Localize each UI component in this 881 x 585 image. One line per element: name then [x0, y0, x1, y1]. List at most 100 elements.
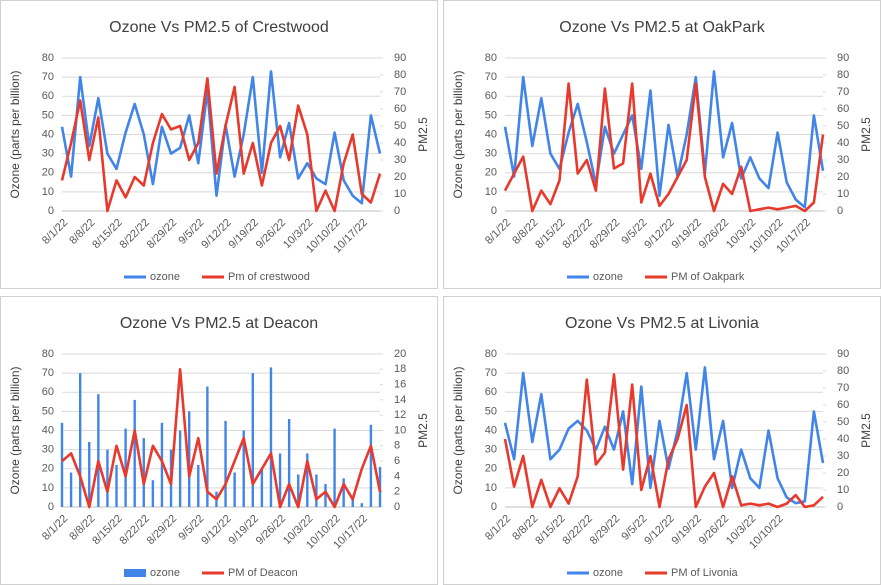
y-axis-title: Ozone (parts per billion) — [451, 70, 465, 198]
y-tick-label: 80 — [42, 52, 54, 64]
legend-label: ozone — [593, 567, 623, 579]
y2-tick-label: 80 — [837, 69, 849, 81]
y-tick-label: 70 — [42, 71, 54, 83]
legend-label: PM of Deacon — [228, 567, 298, 579]
y2-tick-label: 50 — [394, 120, 406, 132]
y2-tick-label: 70 — [837, 382, 849, 394]
y-axis-title: Ozone (parts per billion) — [8, 70, 22, 198]
y2-tick-label: 10 — [837, 188, 849, 200]
y2-tick-label: 30 — [837, 154, 849, 166]
chart-title: Ozone Vs PM2.5 at OakPark — [559, 19, 765, 36]
y2-tick-label: 20 — [394, 171, 406, 183]
bar — [69, 472, 73, 507]
chart-panel: Ozone Vs PM2.5 at Livonia 0 10 20 30 40 50 60 70… — [443, 296, 881, 585]
y2-tick-label: 60 — [394, 103, 406, 115]
bar — [124, 428, 127, 507]
panel-border — [0, 296, 438, 585]
bar — [369, 424, 373, 507]
series-line — [60, 77, 382, 213]
bar — [60, 422, 64, 507]
y-tick-label: 60 — [485, 386, 497, 398]
y-tick-label: 40 — [485, 128, 497, 140]
y-tick-label: 0 — [491, 205, 497, 217]
series-line — [503, 70, 825, 209]
bar — [333, 428, 336, 507]
y2-tick-label: 0 — [837, 501, 843, 513]
y-tick-label: 10 — [485, 482, 497, 494]
legend-label: PM of Oakpark — [671, 271, 745, 283]
y2-tick-label: 80 — [394, 69, 406, 81]
y-tick-label: 50 — [42, 109, 54, 121]
y-tick-label: 60 — [42, 386, 54, 398]
bar — [251, 373, 254, 507]
y2-tick-label: 70 — [394, 86, 406, 98]
y2-tick-label: 50 — [837, 416, 849, 428]
y2-tick-label: 10 — [394, 188, 406, 200]
y-axis-title: Ozone (parts per billion) — [451, 366, 465, 494]
bar — [97, 394, 100, 507]
y-tick-label: 80 — [42, 348, 54, 360]
y-tick-label: 50 — [485, 109, 497, 121]
y-tick-label: 10 — [485, 186, 497, 198]
y2-tick-label: 30 — [837, 450, 849, 462]
y2-tick-label: 0 — [394, 501, 400, 513]
y-tick-label: 10 — [42, 482, 54, 494]
y2-tick-label: 16 — [394, 379, 406, 391]
chart-title: Ozone Vs PM2.5 at Livonia — [565, 315, 759, 332]
y2-tick-label: 40 — [394, 137, 406, 149]
bar — [197, 464, 200, 507]
y2-tick-label: 6 — [394, 455, 400, 467]
legend-label: PM of Livonia — [671, 567, 739, 579]
y2-tick-label: 2 — [394, 486, 400, 498]
y-tick-label: 20 — [42, 167, 54, 179]
chart-panel: Ozone Vs PM2.5 of Crestwood 0 10 20 30 40 50 60… — [0, 0, 438, 289]
bar — [278, 453, 282, 507]
y2-tick-label: 50 — [837, 120, 849, 132]
y-tick-label: 50 — [42, 405, 54, 417]
y-tick-label: 30 — [42, 148, 54, 160]
y2-tick-label: 0 — [837, 205, 843, 217]
bar — [224, 420, 227, 507]
y-tick-label: 20 — [485, 167, 497, 179]
chart-panel: Ozone Vs PM2.5 at Deacon0102030405060708… — [0, 296, 438, 585]
bar — [287, 419, 291, 507]
y2-tick-label: 90 — [837, 52, 849, 64]
y2-tick-label: 18 — [394, 363, 406, 375]
bar — [188, 411, 191, 507]
y-tick-label: 20 — [42, 463, 54, 475]
bar — [233, 472, 236, 507]
y2-tick-label: 14 — [394, 394, 406, 406]
bar — [351, 495, 354, 507]
y2-tick-label: 12 — [394, 409, 406, 421]
y-tick-label: 30 — [485, 444, 497, 456]
legend-label: ozone — [150, 567, 180, 579]
bar — [115, 464, 118, 507]
y-tick-label: 0 — [48, 501, 54, 513]
y-tick-label: 80 — [485, 348, 497, 360]
bar — [133, 399, 136, 507]
legend-swatch — [124, 569, 146, 577]
y2-tick-label: 20 — [394, 348, 406, 360]
bar — [160, 422, 164, 507]
y2-tick-label: 90 — [837, 348, 849, 360]
y2-tick-label: 60 — [837, 103, 849, 115]
series-line — [503, 82, 825, 213]
series-line — [503, 373, 824, 509]
series-line — [60, 70, 382, 205]
y2-tick-label: 10 — [837, 484, 849, 496]
chart-title: Ozone Vs PM2.5 of Crestwood — [109, 19, 329, 36]
y2-axis-title: PM2.5 — [416, 117, 430, 152]
bar — [151, 480, 155, 507]
series-line — [61, 368, 382, 509]
y2-tick-label: 90 — [394, 52, 406, 64]
bar — [106, 449, 109, 507]
bar — [142, 438, 145, 507]
y-tick-label: 30 — [42, 444, 54, 456]
y2-axis-title: PM2.5 — [859, 117, 873, 152]
y2-tick-label: 0 — [394, 205, 400, 217]
legend-label: ozone — [150, 271, 180, 283]
chart-panel: Ozone Vs PM2.5 at OakPark 0 10 20 30 40 50 60 70… — [443, 0, 881, 289]
y2-tick-label: 20 — [837, 467, 849, 479]
chart-title: Ozone Vs PM2.5 at Deacon — [120, 315, 318, 332]
bar — [360, 503, 364, 507]
